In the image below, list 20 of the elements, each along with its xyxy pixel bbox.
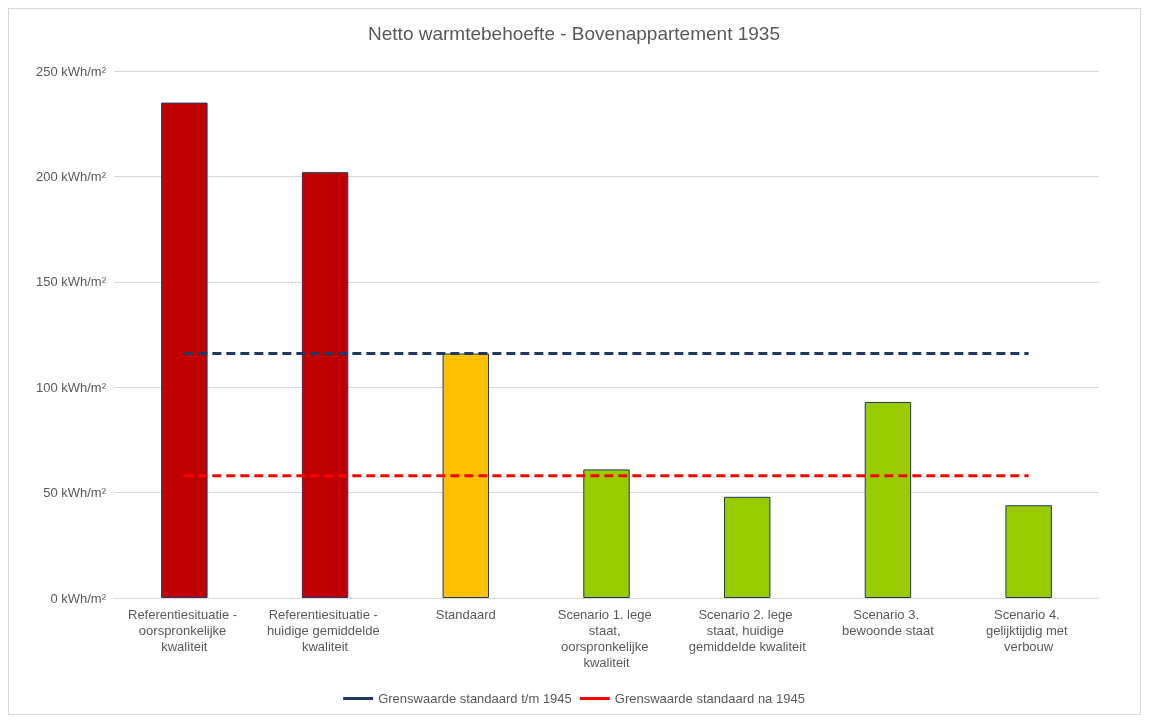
x-tick-label: Scenario 2. lege staat, huidige gemiddelde kwaliteit xyxy=(688,606,807,654)
legend-label: Grenswaarde standaard t/m 1945 xyxy=(378,691,572,706)
y-tick-label: 250 kWh/m² xyxy=(35,63,107,79)
y-tick-label: 0 kWh/m² xyxy=(50,590,107,606)
x-tick-label: Standaard xyxy=(435,606,496,622)
y-tick-label: 150 kWh/m² xyxy=(35,274,107,290)
y-tick-label: 100 kWh/m² xyxy=(35,379,107,395)
bar xyxy=(1005,505,1052,598)
x-tick-label: Scenario 4. gelijktijdig met verbouw xyxy=(986,606,1072,654)
bar xyxy=(864,401,912,598)
x-tick-label: Referentiesituatie - oorspronkelijke kwaliteit xyxy=(127,606,241,654)
bar xyxy=(583,469,630,598)
chart-title: Netto warmtebehoefte - Bovenappartement 1935 xyxy=(368,23,780,44)
bar xyxy=(724,496,771,598)
legend-label: Grenswaarde standaard na 1945 xyxy=(614,691,805,706)
x-tick-label: Scenario 3. bewoonde staat xyxy=(842,606,935,638)
y-tick-label: 50 kWh/m² xyxy=(43,485,107,501)
y-tick-label: 200 kWh/m² xyxy=(35,168,107,184)
x-tick-label: Scenario 1. lege staat, oorspronkelijke kwaliteit xyxy=(557,606,656,670)
x-tick-label: Referentiesituatie - huidige gemiddelde kwaliteit xyxy=(266,606,384,654)
